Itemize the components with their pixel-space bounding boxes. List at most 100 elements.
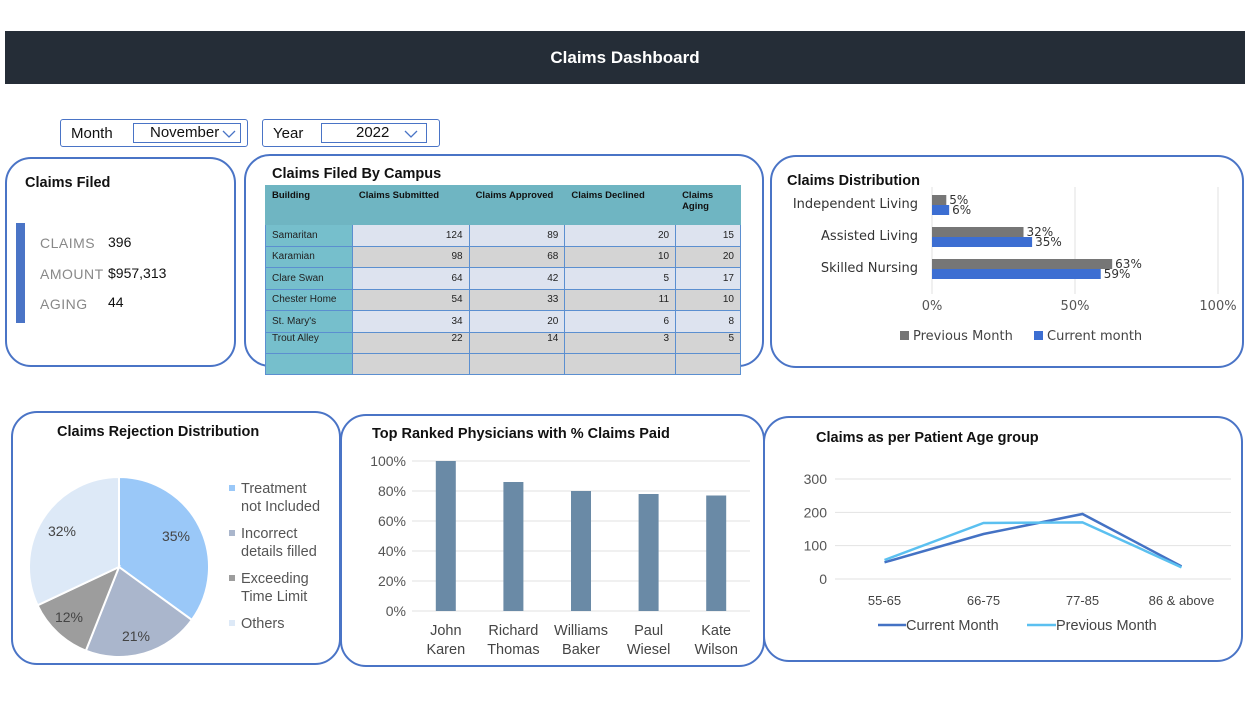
table-row: Chester Home 54 33 11 10 — [265, 288, 741, 311]
table-cell — [468, 353, 566, 375]
age-group-line-chart: 0 100 200 300 55-65 66-75 77-85 86 & above Curre… — [804, 471, 1231, 634]
x-tick-label: Richard — [488, 623, 538, 639]
kpi-amount-value: $957,313 — [108, 265, 167, 281]
year-select[interactable]: 2022 — [321, 123, 427, 143]
table-row: Trout Alley 22 14 3 5 — [265, 331, 741, 354]
month-select-value: November — [150, 124, 220, 141]
table-cell: Chester Home — [265, 288, 353, 311]
table-cell: 124 — [351, 224, 470, 247]
table-cell: Clare Swan — [265, 267, 353, 290]
category-label: Skilled Nursing — [821, 261, 918, 276]
table-cell: 10 — [675, 288, 741, 311]
year-select-value: 2022 — [356, 124, 390, 141]
x-tick-label: John — [430, 623, 461, 639]
table-cell: 42 — [468, 267, 566, 290]
claims-distribution-title: Claims Distribution — [787, 173, 920, 189]
year-filter: Year 2022 — [262, 119, 440, 147]
bar — [706, 495, 727, 611]
data-label: 6% — [952, 203, 971, 217]
data-label: 32% — [1027, 225, 1054, 239]
series-line — [884, 521, 1183, 569]
table-header-row: Building Claims Submitted Claims Approve… — [265, 185, 741, 225]
chevron-down-icon — [404, 130, 418, 138]
bar — [932, 195, 947, 205]
table-cell: 20 — [675, 245, 741, 268]
x-tick-label: 86 & above — [1149, 593, 1215, 608]
x-tick-label: Paul — [634, 623, 663, 639]
x-tick-label: Williams — [554, 623, 608, 639]
table-row: Clare Swan 64 42 5 17 — [265, 267, 741, 290]
table-row: Samaritan 124 89 20 15 — [265, 224, 741, 247]
table-cell: 89 — [468, 224, 566, 247]
kpi-aging-label: AGING — [40, 296, 88, 312]
bar — [571, 491, 591, 611]
rejection-card: Claims Rejection Distribution 35% 21% 12% 3… — [11, 411, 341, 665]
category-label: Independent Living — [793, 197, 918, 212]
physicians-title: Top Ranked Physicians with % Claims Paid — [372, 426, 670, 442]
campus-table: Building Claims Submitted Claims Approve… — [265, 185, 741, 375]
kpi-aging: AGING 44 — [40, 294, 124, 312]
x-tick-label: Wiesel — [627, 642, 671, 658]
data-label: 35% — [162, 528, 190, 544]
table-cell — [265, 353, 353, 375]
table-cell — [564, 353, 677, 375]
table-cell: 22 — [351, 331, 470, 354]
legend-swatch — [229, 485, 235, 491]
table-cell: 8 — [675, 310, 741, 333]
x-tick-label: Thomas — [487, 642, 539, 658]
data-label: 59% — [1104, 267, 1131, 281]
legend-label: Previous Month — [913, 329, 1013, 344]
table-cell: 11 — [564, 288, 677, 311]
column-header: Building — [265, 185, 353, 225]
month-filter: Month November — [60, 119, 248, 147]
table-cell: 54 — [351, 288, 470, 311]
data-label: 21% — [122, 628, 150, 644]
table-cell: Samaritan — [265, 224, 353, 247]
table-cell: 98 — [351, 245, 470, 268]
month-filter-label: Month — [71, 124, 113, 142]
campus-title: Claims Filed By Campus — [272, 166, 442, 182]
y-tick-label: 80% — [378, 483, 406, 499]
category-label: Assisted Living — [821, 229, 918, 244]
table-row: Karamian 98 68 10 20 — [265, 245, 741, 268]
pie-slice — [28, 475, 120, 607]
dashboard-header: Claims Dashboard — [5, 31, 1245, 84]
y-tick-label: 300 — [804, 471, 828, 487]
bar — [503, 482, 524, 611]
table-cell: St. Mary's — [265, 310, 353, 333]
bar — [932, 269, 1101, 279]
y-tick-label: 100% — [370, 453, 406, 469]
table-cell: 5 — [564, 267, 677, 290]
y-tick-label: 20% — [378, 573, 406, 589]
y-tick-label: 200 — [804, 504, 828, 520]
x-tick-label: 55-65 — [868, 593, 901, 608]
legend-swatch — [900, 331, 909, 340]
data-label: 32% — [48, 523, 76, 539]
table-cell: 20 — [468, 310, 566, 333]
table-cell: 6 — [564, 310, 677, 333]
bar — [638, 494, 659, 611]
column-header: Claims Aging — [675, 185, 741, 225]
table-cell: 15 — [675, 224, 741, 247]
y-tick-label: 100 — [804, 538, 828, 554]
x-tick-label: 50% — [1061, 299, 1090, 314]
table-cell: Karamian — [265, 245, 353, 268]
y-tick-label: 0% — [386, 603, 406, 619]
x-tick-label: Baker — [562, 642, 600, 658]
legend-swatch — [229, 575, 235, 581]
table-row: St. Mary's 34 20 6 8 — [265, 310, 741, 333]
table-cell: 17 — [675, 267, 741, 290]
table-cell: Trout Alley — [265, 331, 353, 354]
table-cell: 68 — [468, 245, 566, 268]
bar — [932, 259, 1113, 269]
month-select[interactable]: November — [133, 123, 241, 143]
legend-label: Treatment not Included — [241, 481, 320, 515]
table-cell: 33 — [468, 288, 566, 311]
legend-label: Current month — [1047, 329, 1142, 344]
age-group-card: Claims as per Patient Age group 0 100 200 3… — [763, 416, 1243, 662]
legend-label: Others — [241, 616, 285, 632]
table-cell: 10 — [564, 245, 677, 268]
kpi-claims: CLAIMS 396 — [40, 234, 131, 251]
series-line — [884, 512, 1183, 568]
legend-label: Previous Month — [1056, 618, 1157, 634]
